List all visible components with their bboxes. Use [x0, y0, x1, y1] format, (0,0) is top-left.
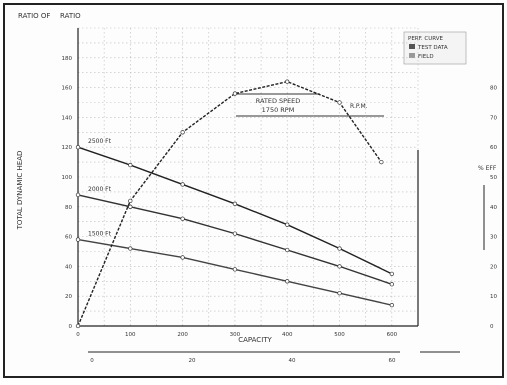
x-axis-label: CAPACITY [238, 336, 272, 344]
data-point [75, 192, 81, 198]
y-tick-label: 20 [65, 294, 72, 300]
x-tick-label: 100 [125, 332, 136, 338]
data-point [285, 279, 290, 284]
x-tick-label: 300 [230, 332, 241, 338]
data-point [180, 182, 185, 187]
data-point [232, 201, 238, 206]
x-tick-label: 400 [282, 332, 293, 338]
right-tick-label: 80 [490, 86, 497, 92]
data-point [75, 323, 81, 329]
x-tick-label-secondary: 60 [389, 358, 396, 364]
data-point [285, 79, 290, 84]
data-point [180, 216, 185, 221]
data-point [389, 302, 394, 308]
y-tick-label: 0 [69, 324, 73, 330]
data-point [180, 255, 185, 260]
right-tick-label: 60 [490, 145, 497, 151]
data-point [180, 130, 185, 135]
right-tick-label: 50 [490, 175, 497, 181]
data-point [128, 246, 133, 251]
x-tick-label-secondary: 0 [90, 358, 94, 364]
annotation-line-2: 1750 RPM [262, 106, 295, 114]
data-point [389, 271, 394, 277]
data-point [75, 237, 81, 242]
y-tick-label: 40 [65, 264, 72, 270]
right-tick-label: 10 [490, 294, 497, 300]
x-tick-label: 600 [387, 332, 398, 338]
curve-label: 1500 Ft [88, 231, 112, 238]
y-tick-label: 180 [62, 56, 73, 62]
right-axis-label: % EFF [478, 165, 497, 172]
right-tick-label: 0 [490, 324, 494, 330]
data-point [285, 222, 290, 227]
annotation-line-1: RATED SPEED [256, 97, 301, 105]
x-tick-label-secondary: 40 [289, 358, 296, 364]
data-point [337, 264, 342, 269]
y-tick-label: 100 [62, 175, 73, 181]
legend-title: PERF. CURVE [408, 36, 444, 42]
legend-swatch-2 [409, 53, 415, 58]
y-tick-label: 60 [65, 235, 72, 241]
curve-label: 2000 Ft [88, 186, 112, 193]
right-tick-label: 40 [490, 205, 497, 211]
data-point [128, 162, 133, 168]
corner-label-left: RATIO OF [18, 12, 50, 20]
curve-label: 2500 Ft [88, 138, 112, 145]
data-point [75, 145, 81, 150]
right-tick-label: 20 [490, 264, 497, 270]
legend-entry-1: TEST DATA [417, 45, 448, 51]
data-point [232, 231, 238, 236]
data-point [232, 267, 238, 272]
x-tick-label: 0 [76, 332, 80, 338]
data-point [337, 100, 342, 105]
legend: PERF. CURVE TEST DATA FIELD [403, 31, 467, 65]
y-tick-label: 80 [65, 205, 72, 211]
data-point [285, 247, 290, 253]
data-point [128, 204, 133, 209]
legend-swatch-1 [409, 44, 415, 49]
y-tick-label: 120 [62, 145, 73, 151]
y-axis-label: TOTAL DYNAMIC HEAD [16, 151, 24, 231]
x-tick-label: 500 [334, 332, 345, 338]
chart-border [3, 3, 504, 378]
annotation-rated-speed: RATED SPEED 1750 RPM R.P.M. [236, 93, 384, 117]
right-tick-label: 70 [490, 115, 497, 121]
data-point [389, 282, 394, 287]
data-point [379, 159, 384, 165]
data-point [232, 91, 238, 96]
data-point [128, 198, 133, 203]
data-point [337, 246, 342, 251]
annotation-side: R.P.M. [350, 103, 368, 110]
x-tick-label-secondary: 20 [189, 358, 196, 364]
y-tick-label: 160 [62, 86, 73, 92]
data-point [337, 291, 342, 296]
corner-label-right: RATIO [60, 12, 81, 20]
legend-entry-2: FIELD [418, 54, 434, 60]
y-tick-label: 140 [62, 115, 73, 121]
right-tick-label: 30 [490, 235, 497, 241]
x-tick-label: 200 [177, 332, 188, 338]
